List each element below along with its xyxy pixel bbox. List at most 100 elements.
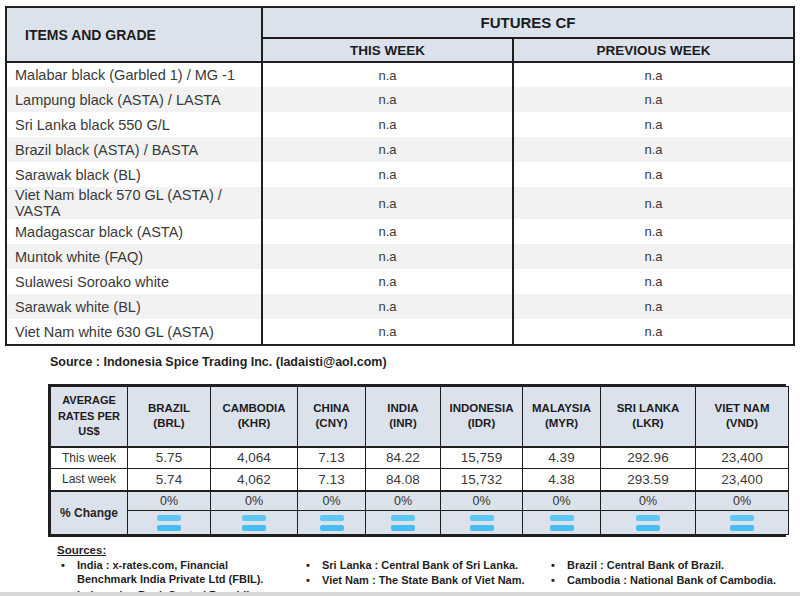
item-name: Sarawak white (BL) [7,294,262,319]
row-label-last-week: Last week [51,469,128,491]
bullet-icon: • [57,558,77,587]
item-name: Muntok white (FAQ) [7,244,262,269]
items-and-grade-header: ITEMS AND GRADE [7,8,262,62]
row-label-percent-change: % Change [51,491,128,535]
item-name: Lampung black (ASTA) / LASTA [7,87,262,112]
futures-row: Viet Nam white 630 GL (ASTA) n.a n.a [7,319,793,344]
page-bottom-edge [0,592,800,596]
row-label-this-week: This week [51,447,128,469]
previous-week-value: n.a [513,219,793,244]
equals-icon [523,515,600,531]
percent-change-value: 0% [298,491,366,511]
rate-value: 23,400 [696,447,789,469]
futures-row: Sulawesi Soroako white n.a n.a [7,269,793,294]
equals-icon [441,515,522,531]
source-item: •Brazil : Central Bank of Brazil. [547,558,792,572]
rate-value: 4.38 [523,469,601,491]
rate-value: 7.13 [298,447,366,469]
currency-code: (LKR) [601,416,695,432]
previous-week-value: n.a [513,187,793,219]
rate-value: 5.75 [128,447,211,469]
futures-row: Viet Nam black 570 GL (ASTA) / VASTA n.a… [7,187,793,219]
country-name: VIET NAM [696,401,788,417]
this-week-value: n.a [262,87,513,112]
item-name: Viet Nam white 630 GL (ASTA) [7,319,262,344]
currency-code: (VND) [696,416,788,432]
rate-value: 84.08 [366,469,441,491]
previous-week-value: n.a [513,244,793,269]
currency-code: (INR) [366,416,440,432]
equals-icon [366,515,440,531]
previous-week-value: n.a [513,162,793,187]
bullet-icon: • [547,558,567,572]
this-week-value: n.a [262,187,513,219]
country-name: CAMBODIA [211,401,297,417]
item-name: Viet Nam black 570 GL (ASTA) / VASTA [7,187,262,219]
equals-icon [128,515,210,531]
equals-icon [601,515,695,531]
futures-cf-header: FUTURES CF [262,8,793,38]
currency-code: (CNY) [298,416,365,432]
futures-row: Muntok white (FAQ) n.a n.a [7,244,793,269]
rate-value: 15,732 [441,469,523,491]
source-item: •Cambodia : National Bank of Cambodia. [547,573,792,587]
column-header-china: CHINA (CNY) [298,387,366,447]
rate-value: 292.96 [601,447,696,469]
this-week-value: n.a [262,112,513,137]
bullet-icon: • [302,558,322,572]
equals-icon [298,515,365,531]
exchange-rates-table: AVERAGE RATES PER US$ BRAZIL (BRL) CAMBO… [48,384,786,537]
rate-value: 84.22 [366,447,441,469]
item-name: Sulawesi Soroako white [7,269,262,294]
column-header-india: INDIA (INR) [366,387,441,447]
this-week-value: n.a [262,269,513,294]
percent-change-value: 0% [366,491,441,511]
source-item: •Viet Nam : The State Bank of Viet Nam. [302,573,547,587]
this-week-value: n.a [262,62,513,87]
currency-code: (MYR) [523,416,600,432]
this-week-value: n.a [262,219,513,244]
rate-value: 4.39 [523,447,601,469]
sources-column-1: •India : x-rates.com, Financial Benchmar… [57,558,302,596]
item-name: Malabar black (Garbled 1) / MG -1 [7,62,262,87]
sources-column-2: •Sri Lanka : Central Bank of Sri Lanka. … [302,558,547,596]
country-name: CHINA [298,401,365,417]
this-week-header: THIS WEEK [262,38,513,62]
equals-icon [696,515,788,531]
sources-column-3: •Brazil : Central Bank of Brazil. •Cambo… [547,558,792,596]
percent-change-value: 0% [211,491,298,511]
bullet-icon: • [547,573,567,587]
previous-week-value: n.a [513,294,793,319]
rate-value: 15,759 [441,447,523,469]
this-week-value: n.a [262,137,513,162]
country-name: INDONESIA [441,401,522,417]
futures-row: Malabar black (Garbled 1) / MG -1 n.a n.… [7,62,793,87]
previous-week-value: n.a [513,269,793,294]
futures-row: Sarawak black (BL) n.a n.a [7,162,793,187]
source-item: •Sri Lanka : Central Bank of Sri Lanka. [302,558,547,572]
rates-corner-label: AVERAGE RATES PER US$ [51,387,128,447]
column-header-sri-lanka: SRI LANKA (LKR) [601,387,696,447]
this-week-value: n.a [262,162,513,187]
previous-week-value: n.a [513,137,793,162]
previous-week-value: n.a [513,112,793,137]
country-name: MALAYSIA [523,401,600,417]
source-item: •India : x-rates.com, Financial Benchmar… [57,558,302,587]
futures-row: Sarawak white (BL) n.a n.a [7,294,793,319]
column-header-indonesia: INDONESIA (IDR) [441,387,523,447]
country-name: INDIA [366,401,440,417]
rate-value: 293.59 [601,469,696,491]
item-name: Sri Lanka black 550 G/L [7,112,262,137]
percent-change-value: 0% [523,491,601,511]
this-week-value: n.a [262,319,513,344]
currency-code: (BRL) [128,416,210,432]
futures-row: Lampung black (ASTA) / LASTA n.a n.a [7,87,793,112]
this-week-row: This week 5.75 4,064 7.13 84.22 15,759 4… [51,447,789,469]
this-week-value: n.a [262,244,513,269]
futures-row: Brazil black (ASTA) / BASTA n.a n.a [7,137,793,162]
percent-change-value: 0% [696,491,789,511]
futures-row: Madagascar black (ASTA) n.a n.a [7,219,793,244]
currency-code: (IDR) [441,416,522,432]
column-header-cambodia: CAMBODIA (KHR) [211,387,298,447]
rate-value: 7.13 [298,469,366,491]
